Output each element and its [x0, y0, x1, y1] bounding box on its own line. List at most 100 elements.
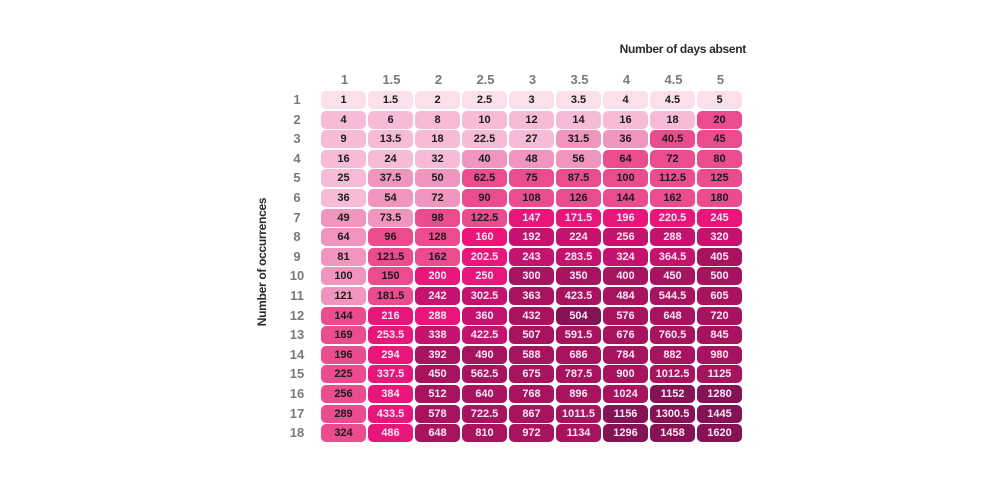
heatmap-cell: 48: [509, 149, 554, 168]
row-header: 8: [293, 229, 301, 245]
heatmap-cell: 392: [415, 345, 460, 364]
heatmap-cell: 337.5: [368, 365, 413, 384]
heatmap-cell: 1445: [697, 404, 742, 423]
heatmap-cell: 100: [321, 267, 366, 286]
heatmap-cell: 253.5: [368, 326, 413, 345]
heatmap-cell: 867: [509, 404, 554, 423]
heatmap-cell: 112.5: [650, 169, 695, 188]
heatmap-cell: 289: [321, 404, 366, 423]
heatmap-cell: 507: [509, 326, 554, 345]
heatmap-cell: 288: [415, 306, 460, 325]
heatmap-cell: 882: [650, 345, 695, 364]
heatmap-cell: 121: [321, 287, 366, 305]
heatmap-cell: 288: [650, 228, 695, 247]
heatmap-cell: 192: [509, 228, 554, 247]
heatmap-cell: 3.5: [556, 91, 601, 109]
heatmap-cell: 605: [697, 287, 742, 305]
heatmap-cell: 245: [697, 208, 742, 227]
heatmap-cell: 64: [321, 228, 366, 247]
heatmap-cell: 2: [415, 91, 460, 109]
heatmap-cell: 675: [509, 365, 554, 384]
row-header: 3: [293, 131, 301, 147]
column-header: 1: [340, 72, 349, 87]
heatmap-cell: 768: [509, 385, 554, 403]
heatmap-cell: 75: [509, 169, 554, 188]
heatmap-cell: 54: [368, 189, 413, 207]
heatmap-cell: 20: [697, 110, 742, 129]
heatmap-cell: 338: [415, 326, 460, 345]
heatmap-cell: 676: [603, 326, 648, 345]
heatmap-cell: 108: [509, 189, 554, 207]
heatmap-cell: 360: [462, 306, 507, 325]
heatmap-cell: 6: [368, 110, 413, 129]
x-axis-title: Number of days absent: [619, 42, 747, 56]
heatmap-cell: 980: [697, 345, 742, 364]
heatmap-cell: 125: [697, 169, 742, 188]
heatmap-cell: 36: [321, 189, 366, 207]
heatmap-cell: 576: [603, 306, 648, 325]
heatmap-cell: 27: [509, 130, 554, 149]
heatmap-cell: 147: [509, 208, 554, 227]
heatmap-cell: 169: [321, 326, 366, 345]
heatmap-cell: 324: [321, 424, 366, 443]
heatmap-cell: 810: [462, 424, 507, 443]
heatmap-cell: 150: [368, 267, 413, 286]
heatmap-cell: 256: [321, 385, 366, 403]
heatmap-cell: 49: [321, 208, 366, 227]
heatmap-cell: 544.5: [650, 287, 695, 305]
heatmap-cell: 126: [556, 189, 601, 207]
heatmap-cell: 200: [415, 267, 460, 286]
heatmap-cell: 220.5: [650, 208, 695, 227]
heatmap-cell: 9: [321, 130, 366, 149]
heatmap-cell: 588: [509, 345, 554, 364]
heatmap-cell: 225: [321, 365, 366, 384]
heatmap-cell: 423.5: [556, 287, 601, 305]
heatmap-cell: 433.5: [368, 404, 413, 423]
heatmap-cell: 13.5: [368, 130, 413, 149]
heatmap-cell: 787.5: [556, 365, 601, 384]
heatmap-cell: 300: [509, 267, 554, 286]
heatmap-cell: 87.5: [556, 169, 601, 188]
heatmap-cell: 5: [697, 91, 742, 109]
heatmap-cell: 162: [415, 247, 460, 266]
heatmap-cell: 14: [556, 110, 601, 129]
heatmap-cell: 243: [509, 247, 554, 266]
heatmap-cell: 900: [603, 365, 648, 384]
heatmap-cell: 686: [556, 345, 601, 364]
y-axis-title: Number of occurrences: [255, 197, 269, 327]
heatmap-cell: 302.5: [462, 287, 507, 305]
heatmap-cell: 1280: [697, 385, 742, 403]
heatmap-cell: 72: [415, 189, 460, 207]
heatmap-cell: 160: [462, 228, 507, 247]
heatmap-cell: 432: [509, 306, 554, 325]
heatmap-cell: 100: [603, 169, 648, 188]
heatmap-cell: 96: [368, 228, 413, 247]
column-header: 1.5: [382, 72, 401, 87]
heatmap-cell: 640: [462, 385, 507, 403]
heatmap-cell: 1: [321, 91, 366, 109]
row-header: 16: [289, 386, 305, 401]
heatmap-cell: 196: [603, 208, 648, 227]
heatmap-cell: 32: [415, 149, 460, 168]
heatmap-cell: 283.5: [556, 247, 601, 266]
row-header: 18: [289, 425, 305, 441]
heatmap-cell: 181.5: [368, 287, 413, 305]
heatmap-cell: 760.5: [650, 326, 695, 345]
heatmap-cell: 224: [556, 228, 601, 247]
heatmap-cell: 40.5: [650, 130, 695, 149]
heatmap-cell: 24: [368, 149, 413, 168]
column-header: 2.5: [476, 72, 495, 87]
heatmap-cell: 384: [368, 385, 413, 403]
heatmap-cell: 36: [603, 130, 648, 149]
heatmap-cell: 4.5: [650, 91, 695, 109]
heatmap-cell: 73.5: [368, 208, 413, 227]
row-header: 4: [293, 150, 301, 166]
column-header: 3: [528, 72, 537, 87]
heatmap-cell: 484: [603, 287, 648, 305]
heatmap-cell: 10: [462, 110, 507, 129]
heatmap-cell: 31.5: [556, 130, 601, 149]
heatmap-cell: 171.5: [556, 208, 601, 227]
heatmap-cell: 16: [603, 110, 648, 129]
heatmap-cell: 62.5: [462, 169, 507, 188]
heatmap-cell: 562.5: [462, 365, 507, 384]
